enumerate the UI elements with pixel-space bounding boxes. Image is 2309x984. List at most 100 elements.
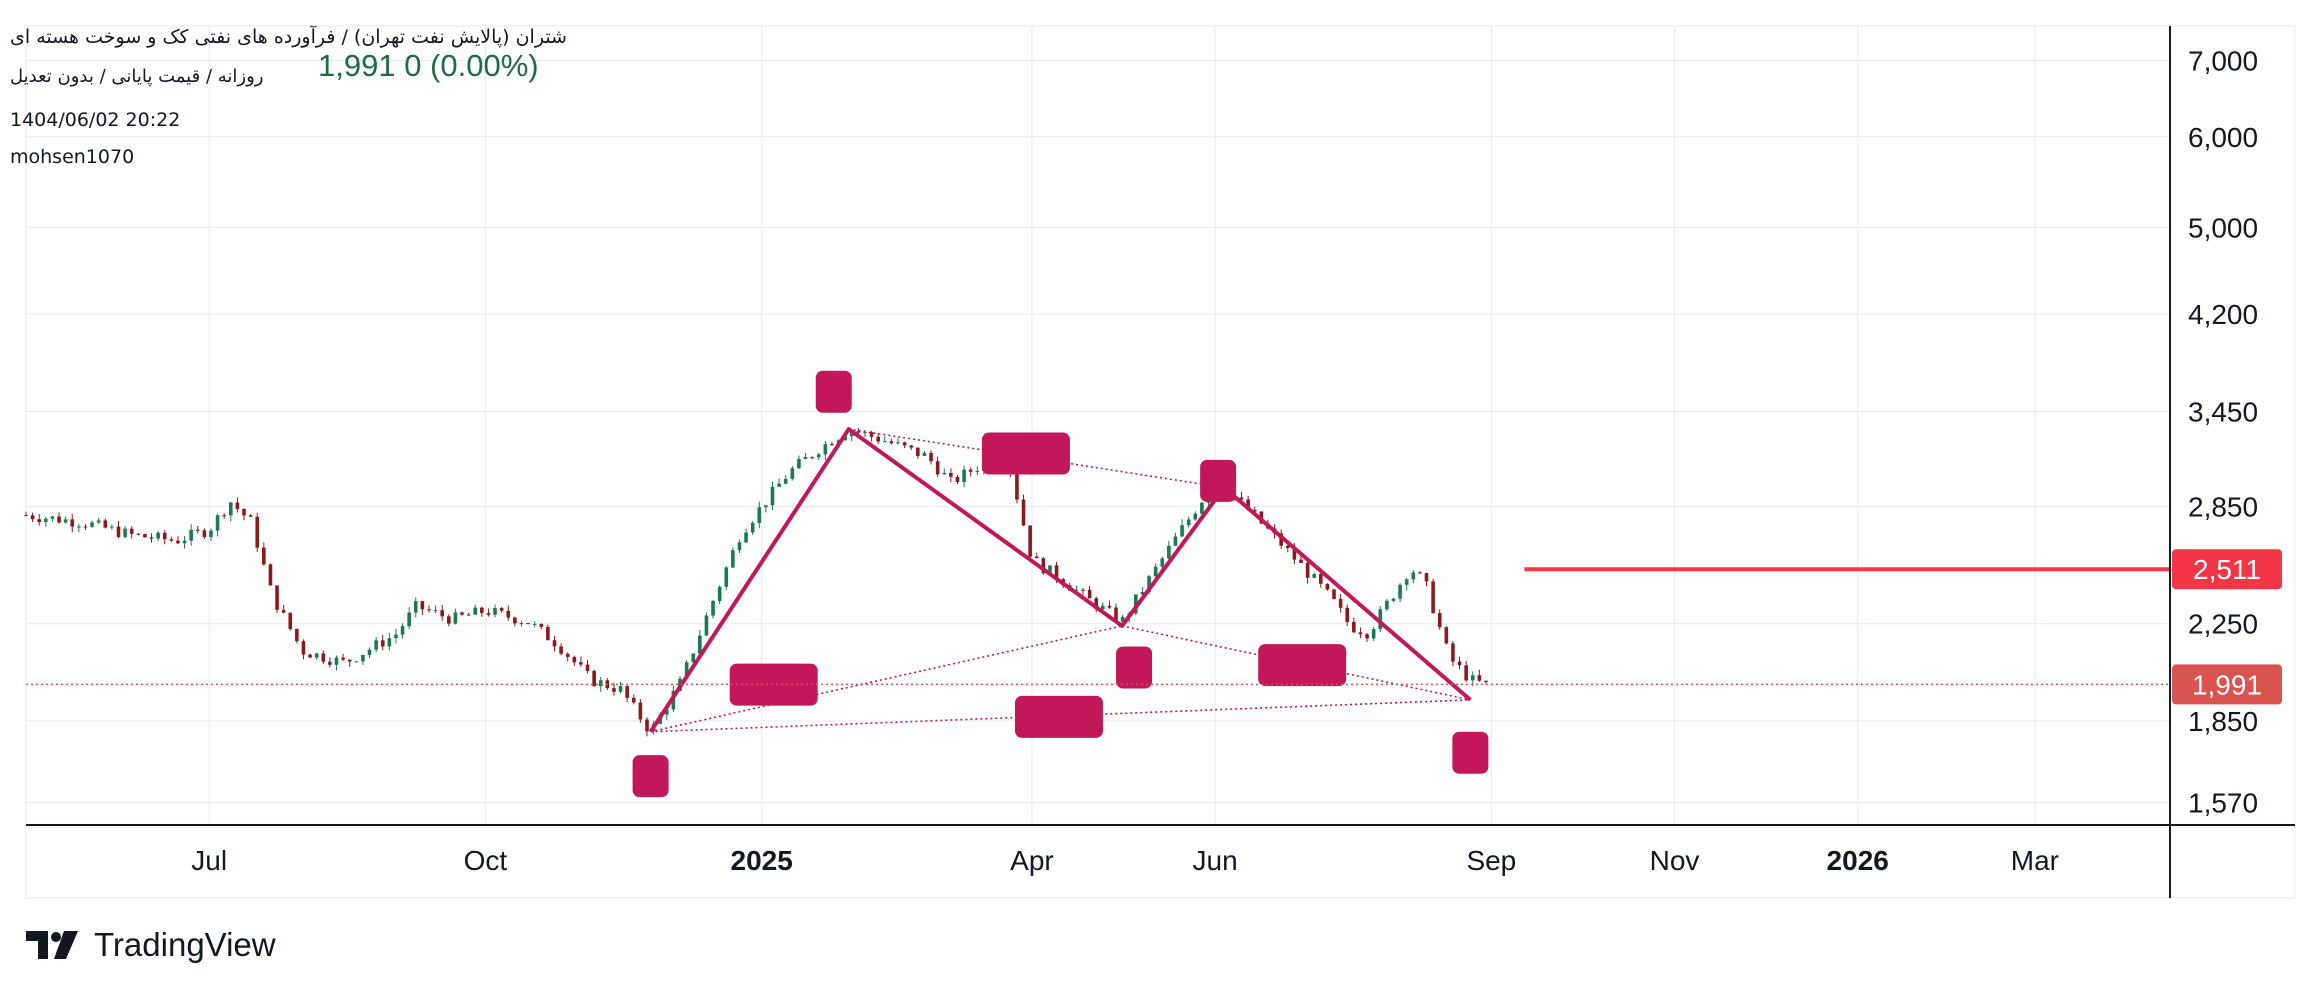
candle-body <box>1239 497 1244 500</box>
candle-body <box>354 661 359 663</box>
candle-body <box>209 530 213 538</box>
tradingview-brand[interactable]: TradingView <box>26 926 276 964</box>
candle-body <box>717 586 722 601</box>
candle-body <box>1457 661 1462 666</box>
candle-body <box>24 515 28 517</box>
candle-body <box>559 646 563 654</box>
candle-body <box>70 519 75 527</box>
candle-body <box>466 614 471 616</box>
candle-body <box>1167 545 1171 559</box>
candle-body <box>1041 558 1046 574</box>
candle-body <box>618 686 623 692</box>
candle-body <box>1431 581 1435 614</box>
chart-grid <box>25 25 2296 899</box>
candle-body <box>790 468 795 479</box>
candle-body <box>110 526 114 528</box>
candle-body <box>77 526 81 528</box>
pattern-point-label <box>1452 731 1489 774</box>
candle-body <box>407 612 411 627</box>
pattern-point-label <box>1116 646 1153 689</box>
last-price-badge <box>2172 664 2282 705</box>
candle-body <box>387 638 392 647</box>
candle-body <box>486 612 491 615</box>
candle-body <box>1325 583 1330 590</box>
candle-body <box>143 534 147 538</box>
candle-body <box>955 476 960 482</box>
y-tick-label: 7,000 <box>2188 45 2258 76</box>
candle-body <box>473 607 478 615</box>
last-price-label: 1,991 <box>2192 669 2262 700</box>
candle-body <box>526 623 530 625</box>
x-tick-label: Nov <box>1650 845 1700 876</box>
candle-body <box>783 478 788 484</box>
candle-body <box>830 444 834 446</box>
candle-body <box>552 640 557 647</box>
candle-body <box>1173 536 1178 546</box>
candle-body <box>532 623 537 625</box>
alert-price-badge <box>2172 549 2282 590</box>
candle-body <box>816 454 821 458</box>
candle-body <box>592 670 596 687</box>
candle-body <box>268 564 273 586</box>
x-tick-label: 2026 <box>1827 845 1889 876</box>
candle-body <box>341 657 345 660</box>
candle-body <box>506 610 511 618</box>
candle-body <box>1319 574 1323 584</box>
candle-body <box>83 526 88 528</box>
candle-body <box>1114 607 1118 622</box>
candle-body <box>691 653 696 663</box>
candle-body <box>519 623 524 625</box>
candle-body <box>1404 579 1409 585</box>
candle-body <box>1411 572 1416 580</box>
pattern-dotted-line <box>848 428 1225 489</box>
candle-body <box>493 608 497 615</box>
candle-body <box>453 612 458 624</box>
candle-body <box>1305 562 1310 578</box>
x-tick-label: Oct <box>464 845 508 876</box>
candle-body <box>764 505 768 508</box>
candle-body <box>347 659 352 662</box>
y-tick-label: 2,850 <box>2188 491 2258 522</box>
chart-axes: 7,000 6,000 5,000 4,200 3,450 2,850 2,250 1,850… <box>26 26 2295 898</box>
pattern-point-label <box>632 755 669 798</box>
candle-body <box>1021 499 1026 526</box>
candle-body <box>90 522 94 527</box>
price-badges: 2,511 1,991 <box>2172 549 2282 705</box>
candle-body <box>57 516 61 523</box>
x-tick-label: 2025 <box>731 845 793 876</box>
candle-body <box>546 626 550 641</box>
candle-body <box>44 518 48 523</box>
candle-body <box>598 680 603 687</box>
candle-body <box>1193 513 1198 520</box>
candle-body <box>50 516 55 519</box>
y-tick-label: 2,250 <box>2188 609 2258 640</box>
candle-body <box>1385 600 1389 610</box>
candle-body <box>1186 519 1191 526</box>
candle-body <box>869 432 874 437</box>
candle-body <box>744 532 748 543</box>
candle-body <box>420 601 425 610</box>
candle-body <box>929 452 933 462</box>
x-tick-label: Jun <box>1193 845 1238 876</box>
chart-subtitle: روزانه / قیمت پایانی / بدون تعدیل <box>10 66 264 87</box>
candle-body <box>1484 680 1488 683</box>
candle-body <box>797 459 801 469</box>
candle-body <box>750 522 755 533</box>
candle-body <box>949 472 953 477</box>
candle-body <box>962 469 966 482</box>
candle-body <box>883 441 887 443</box>
candle-body <box>228 502 233 516</box>
candle-body <box>1252 509 1257 512</box>
candle-body <box>1074 589 1079 591</box>
candle-body <box>856 431 861 433</box>
candle-body <box>328 661 332 665</box>
candle-body <box>1087 589 1092 599</box>
candle-body <box>585 664 590 671</box>
candle-body <box>123 528 127 537</box>
pattern-label-boxes <box>632 370 1489 798</box>
candle-body <box>572 656 577 663</box>
candle-body <box>1107 605 1112 608</box>
candle-body <box>235 502 240 509</box>
candle-body <box>612 688 616 692</box>
